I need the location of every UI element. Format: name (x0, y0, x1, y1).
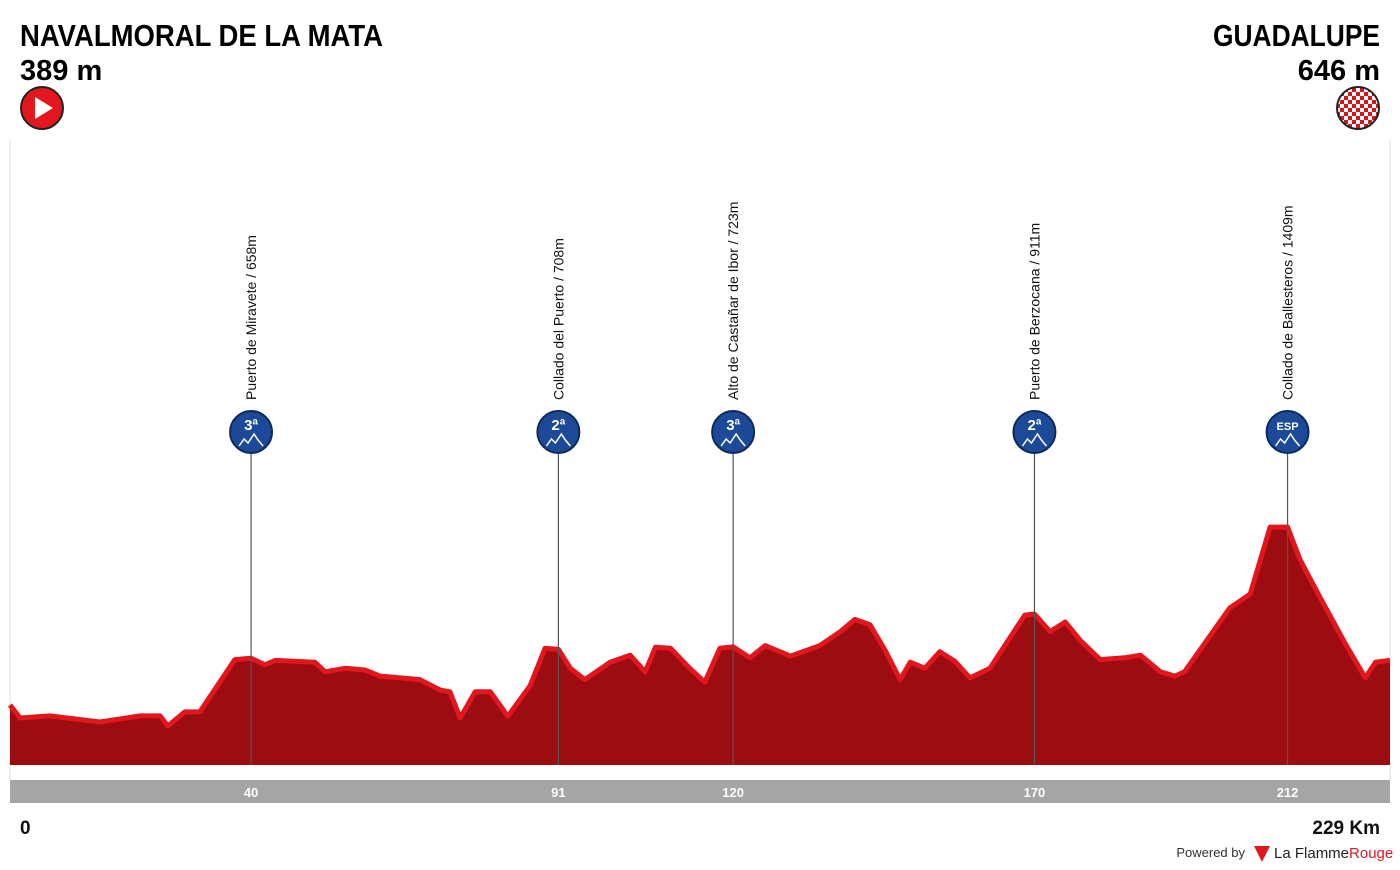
climb-name: Puerto de Berzocana / 911m (1026, 223, 1042, 400)
profile-edge (8, 524, 1391, 729)
x-tick-label: 0 (20, 818, 31, 839)
climb-badge (1265, 410, 1310, 454)
x-tick-label: 229 Km (1312, 818, 1380, 839)
climb-icon (720, 432, 746, 447)
km-label: 212 (1277, 785, 1299, 800)
climb-name: Collado de Ballesteros / 1409m (1280, 205, 1296, 400)
climb-badge (229, 410, 274, 454)
climb-icon (545, 432, 571, 447)
profile-area (10, 527, 1390, 765)
brand-logo (1254, 846, 1270, 862)
climb-badge (536, 410, 581, 454)
climb-category: 2ª (551, 417, 565, 434)
climb-badge (1012, 410, 1057, 454)
start-play (35, 97, 53, 119)
brand-a: La Flamme (1274, 845, 1349, 862)
km-label: 120 (722, 785, 744, 800)
start-elevation: 389 m (20, 55, 102, 87)
climb-category: 2ª (1028, 417, 1042, 434)
climb-category: 3ª (726, 417, 740, 434)
climb-icon (1021, 432, 1048, 447)
start-name: NAVALMORAL DE LA MATA (20, 18, 383, 53)
climb-name: Collado del Puerto / 708m (550, 238, 566, 400)
finish-icon (1336, 86, 1380, 130)
climb-name: Puerto de Miravete / 658m (243, 235, 259, 400)
km-label: 40 (244, 785, 258, 800)
brand-b: Rouge (1349, 845, 1393, 862)
climb-name: Alto de Castañar de Ibor / 723m (725, 202, 741, 400)
climb-icon (1274, 432, 1301, 447)
climb-category: ESP (1277, 421, 1299, 433)
climb-badge (711, 410, 756, 454)
climb-category: 3ª (244, 417, 258, 434)
km-bar (10, 780, 1390, 803)
finish-elevation: 646 m (1298, 55, 1380, 87)
km-label: 91 (551, 785, 565, 800)
finish-name: GUADALUPE (1213, 18, 1380, 53)
climb-icon (238, 432, 264, 447)
powered-by: Powered by (1176, 845, 1245, 860)
km-label: 170 (1024, 785, 1046, 800)
brand: La FlammeRouge (1274, 845, 1393, 862)
